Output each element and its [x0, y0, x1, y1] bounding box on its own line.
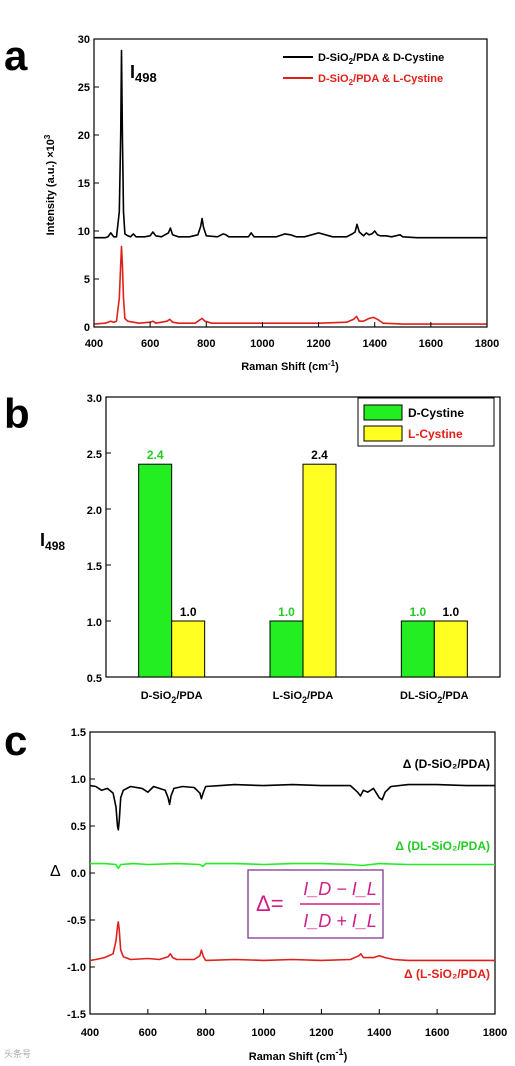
- panel-a-x-ticks: 400 600 800 1000 1200 1400 1600 1800: [85, 322, 499, 350]
- panel-b-bar-label-1-0: 1.0: [278, 605, 295, 619]
- panel-a-x-tick-label-4: 1200: [306, 338, 330, 350]
- panel-c-label-l: Δ (L-SiO₂/PDA): [404, 967, 490, 981]
- panel-a-x-tick-label-6: 1600: [419, 338, 443, 350]
- panel-c-y-tick-label-3: 0.0: [71, 868, 86, 880]
- panel-a-y-ticks: 0 5 10 15 20 25 30: [78, 34, 99, 334]
- panel-c-y-ticks: -1.5 -1.0 -0.5 0.0 0.5 1.0 1.5: [67, 727, 95, 1021]
- panel-a-series-1: [93, 245, 487, 325]
- panel-c-y-tick-label-5: 1.0: [71, 774, 86, 786]
- panel-a-y-tick-label-3: 15: [78, 178, 90, 190]
- formula-lhs: Δ=: [256, 891, 284, 916]
- panel-b-legend-entry-d: D-Cystine: [408, 406, 464, 420]
- panel-b-y-tick-label-0: 0.5: [87, 673, 102, 685]
- panel-b-y-tick-label-3: 2.0: [87, 505, 102, 517]
- panel-c-x-tick-label-1: 600: [139, 1027, 157, 1039]
- panel-a-x-tick-label-7: 1800: [475, 338, 499, 350]
- panel-c-x-axis-label: Raman Shift (cm-1): [249, 1047, 348, 1063]
- panel-b: b 2.41.0 1.02.41.0 1.0 0.51.01.52.02.53.0 …: [4, 390, 501, 705]
- panel-c-formula-box: Δ= I_D − I_L I_D + I_L: [247, 869, 384, 939]
- panel-c-x-tick-label-0: 400: [81, 1027, 99, 1039]
- panel-a-y-axis-label: Intensity (a.u.) ×103: [43, 134, 57, 235]
- panel-a-legend-entry-l: D-SiO2/PDA & L-Cystine: [318, 73, 443, 87]
- panel-b-bar-label-2-0: 1.0: [409, 605, 426, 619]
- panel-b-bar-2-1: [433, 620, 468, 678]
- panel-b-bar-label-2-1: 1.0: [442, 605, 459, 619]
- panel-a-y-tick-label-2: 10: [78, 226, 90, 238]
- panel-b-bar-label-1-1: 2.4: [311, 448, 328, 462]
- panel-a-x-tick-label-3: 1000: [250, 338, 274, 350]
- panel-a-x-tick-label-1: 600: [141, 338, 159, 350]
- panel-a-series-0: [94, 49, 487, 239]
- panel-c-y-tick-label-6: 1.5: [71, 727, 86, 739]
- panel-b-y-tick-label-2: 1.5: [87, 561, 102, 573]
- panel-b-category-label-2: DL-SiO2/PDA: [400, 690, 469, 705]
- panel-a-y-tick-label-0: 0: [84, 322, 90, 334]
- panel-c-series-1: [90, 862, 495, 870]
- panel-c-y-tick-label-0: -1.5: [67, 1009, 86, 1021]
- panel-a-x-tick-label-2: 800: [197, 338, 215, 350]
- panel-a-letter: a: [4, 32, 28, 79]
- panel-a: a 400 600 800 1000 1200 1400 1600 1800 0 5 10 15 20…: [4, 32, 499, 373]
- panel-a-y-tick-label-1: 5: [84, 274, 90, 286]
- panel-c-letter: c: [4, 717, 27, 764]
- panel-b-bar-0-1: [171, 620, 206, 678]
- panel-b-y-tick-label-4: 2.5: [87, 449, 102, 461]
- panel-b-letter: b: [4, 390, 30, 437]
- panel-b-category-label-1: L-SiO2/PDA: [273, 690, 334, 705]
- panel-a-y-tick-label-6: 30: [78, 34, 90, 46]
- panel-b-bar-label-0-1: 1.0: [180, 605, 197, 619]
- panel-a-y-tick-label-4: 20: [78, 130, 90, 142]
- panel-b-bar-0-0: [138, 463, 173, 678]
- panel-c-label-d: Δ (D-SiO₂/PDA): [403, 757, 490, 771]
- panel-c-y-tick-label-2: -0.5: [67, 915, 86, 927]
- panel-b-bar-label-0-0: 2.4: [147, 448, 164, 462]
- panel-c-x-tick-label-5: 1400: [367, 1027, 391, 1039]
- panel-c: c 400 600 800 1000 1200 1400 1600 1800 -1.5 -1.0…: [4, 717, 507, 1063]
- panel-b-y-ticks: 0.5 1.0 1.5 2.0 2.5 3.0: [87, 393, 111, 685]
- panel-b-legend: D-Cystine L-Cystine: [357, 397, 495, 447]
- panel-b-y-axis-label: I498: [40, 530, 65, 553]
- panel-b-bar-1-0: [269, 620, 304, 678]
- panel-c-y-tick-label-4: 0.5: [71, 821, 86, 833]
- panel-b-legend-entry-l: L-Cystine: [408, 427, 463, 441]
- panel-a-y-tick-label-5: 25: [78, 82, 90, 94]
- formula-denominator: I_D + I_L: [303, 911, 377, 931]
- panel-a-x-axis-label: Raman Shift (cm-1): [241, 359, 339, 373]
- panel-c-x-tick-label-2: 800: [197, 1027, 215, 1039]
- formula-numerator: I_D − I_L: [303, 879, 377, 899]
- watermark: 头条号: [4, 1048, 31, 1059]
- panel-b-bar-2-0: [400, 620, 435, 678]
- panel-b-category-labels: D-SiO2/PDA L-SiO2/PDA DL-SiO2/PDA: [141, 672, 469, 705]
- panel-b-y-tick-label-1: 1.0: [87, 617, 102, 629]
- panel-a-legend: D-SiO2/PDA & D-Cystine D-SiO2/PDA & L-Cy…: [283, 52, 444, 87]
- panel-c-x-ticks: 400 600 800 1000 1200 1400 1600 1800: [81, 1009, 507, 1039]
- panel-c-series-0: [89, 783, 495, 831]
- panel-b-category-label-0: D-SiO2/PDA: [141, 690, 203, 705]
- panel-c-y-tick-label-1: -1.0: [67, 962, 86, 974]
- panel-a-peak-annotation: I498: [130, 62, 157, 85]
- panel-b-legend-swatch-l: [363, 425, 403, 442]
- panel-c-label-dl: Δ (DL-SiO₂/PDA): [395, 839, 490, 853]
- panel-a-legend-entry-d: D-SiO2/PDA & D-Cystine: [318, 52, 444, 66]
- panel-c-x-tick-label-3: 1000: [251, 1027, 275, 1039]
- panel-c-y-axis-label: Δ: [50, 863, 61, 880]
- panel-c-series-2: [89, 921, 495, 962]
- panel-c-x-tick-label-7: 1800: [483, 1027, 507, 1039]
- panel-b-plot-area: 2.4 1.0 1.0 2.4 1.0 1.0: [105, 396, 501, 678]
- panel-a-x-tick-label-5: 1400: [362, 338, 386, 350]
- panel-a-x-tick-label-0: 400: [85, 338, 103, 350]
- panel-b-legend-swatch-d: [363, 404, 403, 421]
- panel-b-bar-1-1: [302, 463, 337, 678]
- panel-b-y-tick-label-5: 3.0: [87, 393, 102, 405]
- panel-c-x-tick-label-6: 1600: [425, 1027, 449, 1039]
- panel-c-x-tick-label-4: 1200: [309, 1027, 333, 1039]
